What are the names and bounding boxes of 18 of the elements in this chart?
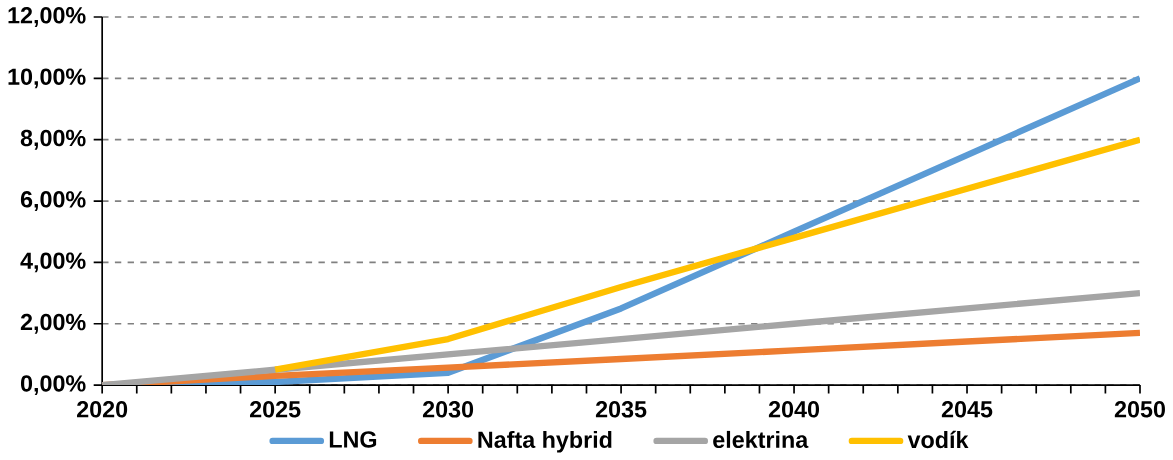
y-tick-label: 12,00% bbox=[8, 7, 86, 28]
y-tick-label: 10,00% bbox=[8, 68, 86, 89]
y-tick-label: 4,00% bbox=[20, 252, 86, 273]
y-tick-label: 8,00% bbox=[20, 129, 86, 150]
legend-label: LNG bbox=[329, 431, 377, 448]
x-tick-label: 2040 bbox=[768, 401, 820, 418]
x-tick-label: 2035 bbox=[595, 401, 647, 418]
x-tick-label: 2050 bbox=[1114, 401, 1165, 418]
y-tick-label: 2,00% bbox=[20, 314, 86, 334]
x-tick-label: 2030 bbox=[422, 401, 474, 418]
legend-label: elektrina bbox=[713, 431, 809, 449]
x-tick-label: 2020 bbox=[77, 401, 128, 418]
legend-label: vodík bbox=[907, 431, 969, 449]
x-tick-label: 2045 bbox=[941, 401, 993, 418]
legend-label: Nafta hybrid bbox=[478, 431, 612, 453]
y-tick-label: 6,00% bbox=[20, 191, 86, 212]
x-tick-label: 2025 bbox=[249, 401, 301, 418]
y-tick-label: 0,00% bbox=[20, 375, 86, 396]
